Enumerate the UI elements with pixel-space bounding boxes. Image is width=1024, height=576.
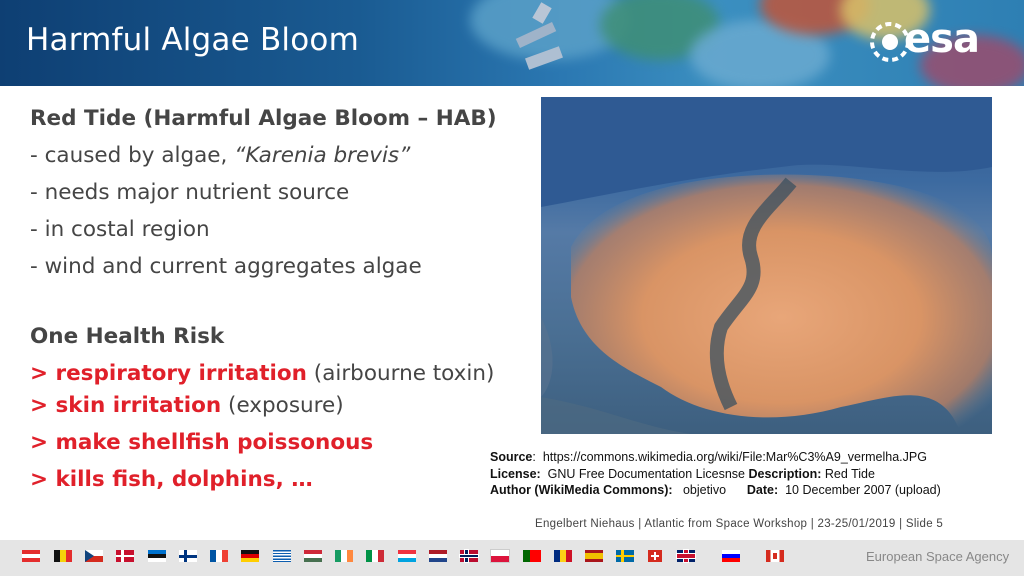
flag-netherlands-icon — [429, 550, 447, 562]
page-title: Harmful Algae Bloom — [26, 22, 359, 58]
flag-finland-icon — [179, 550, 197, 562]
header-banner: Harmful Algae Bloom esa — [0, 0, 1024, 86]
flag-romania-icon — [554, 550, 572, 562]
flag-sweden-icon — [616, 550, 634, 562]
flag-uk-icon — [677, 550, 695, 562]
caption-description-value: Red Tide — [824, 466, 875, 481]
flag-hungary-icon — [304, 550, 322, 562]
caption-author-value: objetivo — [682, 483, 727, 497]
caption-date-label: Date: — [746, 483, 779, 497]
caption-license: License: GNU Free Documentation Licesnse… — [490, 466, 941, 483]
bullet-nutrient: - needs major nutrient source — [30, 180, 350, 205]
caption-source-link[interactable]: https://commons.wikimedia.org/wiki/File:… — [542, 450, 927, 464]
flag-ireland-icon — [335, 550, 353, 562]
section1-heading: Red Tide (Harmful Algae Bloom – HAB) — [30, 106, 497, 131]
flag-france-icon — [210, 550, 228, 562]
flag-greece-icon — [273, 550, 291, 562]
risk-fish: > kills fish, dolphins, … — [30, 469, 313, 491]
caption-date-value: 10 December 2007 (upload) — [785, 483, 941, 497]
risk-fish-label: > kills fish, dolphins, … — [30, 467, 313, 492]
bottom-bar — [0, 540, 1024, 576]
flag-portugal-icon — [523, 550, 541, 562]
flag-italy-icon — [366, 550, 384, 562]
flag-estonia-icon — [148, 550, 166, 562]
caption-source: Source: https://commons.wikimedia.org/wi… — [490, 450, 927, 464]
flag-czech-icon — [85, 550, 103, 562]
flag-poland-icon — [490, 549, 510, 563]
flag-canada-icon — [766, 550, 784, 562]
risk-shellfish: > make shellfish poissonous — [30, 432, 373, 454]
risk-shellfish-label: > make shellfish poissonous — [30, 430, 374, 455]
bullet-cause-text: - caused by algae, — [30, 143, 235, 168]
caption-author-label: Author (WikiMedia Commons): — [490, 483, 673, 497]
satellite-icon — [515, 2, 563, 70]
agency-name: European Space Agency — [866, 549, 1010, 564]
bullet-cause: - caused by algae, “Karenia brevis” — [30, 145, 410, 167]
flag-denmark-icon — [116, 550, 134, 562]
bullet-wind: - wind and current aggregates algae — [30, 254, 422, 279]
flag-switzerland-icon — [648, 550, 662, 562]
caption-license-value: GNU Free Documentation Licesnse — [547, 466, 745, 481]
flag-germany-icon — [241, 550, 259, 562]
section2-heading: One Health Risk — [30, 324, 225, 349]
caption-author: Author (WikiMedia Commons): objetivo Dat… — [490, 482, 941, 499]
risk-skin-label: > skin irritation — [30, 393, 222, 418]
bullet-coastal: - in costal region — [30, 217, 210, 242]
risk-respiratory: > respiratory irritation (airbourne toxi… — [30, 363, 494, 385]
caption-source-label: Source — [490, 450, 533, 464]
flag-spain-icon — [585, 550, 603, 562]
risk-skin-note: (exposure) — [221, 393, 344, 418]
caption-description-label: Description: — [748, 466, 822, 481]
risk-respiratory-note: (airbourne toxin) — [306, 361, 495, 386]
risk-skin: > skin irritation (exposure) — [30, 395, 344, 417]
flag-luxembourg-icon — [398, 550, 416, 562]
slide-footer: Engelbert Niehaus | Atlantic from Space … — [535, 518, 944, 530]
esa-logo-icon — [870, 22, 910, 62]
risk-respiratory-label: > respiratory irritation — [30, 361, 307, 386]
bullet-cause-species: “Karenia brevis” — [234, 143, 411, 168]
flag-slovenia-icon — [722, 550, 740, 562]
flag-belgium-icon — [54, 550, 72, 562]
photo-caption: Source: https://commons.wikimedia.org/wi… — [490, 449, 941, 499]
esa-logo-text: esa — [904, 16, 980, 62]
red-tide-photo — [541, 97, 992, 434]
caption-license-label: License: — [490, 466, 541, 481]
flag-austria-icon — [22, 550, 40, 562]
flag-norway-icon — [460, 550, 478, 562]
